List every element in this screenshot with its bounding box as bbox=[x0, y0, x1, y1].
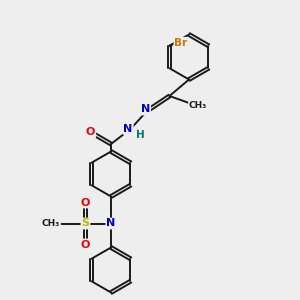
Text: N: N bbox=[106, 218, 116, 229]
Text: CH₃: CH₃ bbox=[189, 100, 207, 109]
Text: N: N bbox=[124, 124, 133, 134]
Text: O: O bbox=[86, 127, 95, 137]
Text: N: N bbox=[141, 104, 150, 115]
Text: S: S bbox=[82, 218, 89, 229]
Text: O: O bbox=[81, 239, 90, 250]
Text: Br: Br bbox=[174, 38, 188, 48]
Text: O: O bbox=[81, 197, 90, 208]
Text: H: H bbox=[136, 130, 145, 140]
Text: CH₃: CH₃ bbox=[42, 219, 60, 228]
